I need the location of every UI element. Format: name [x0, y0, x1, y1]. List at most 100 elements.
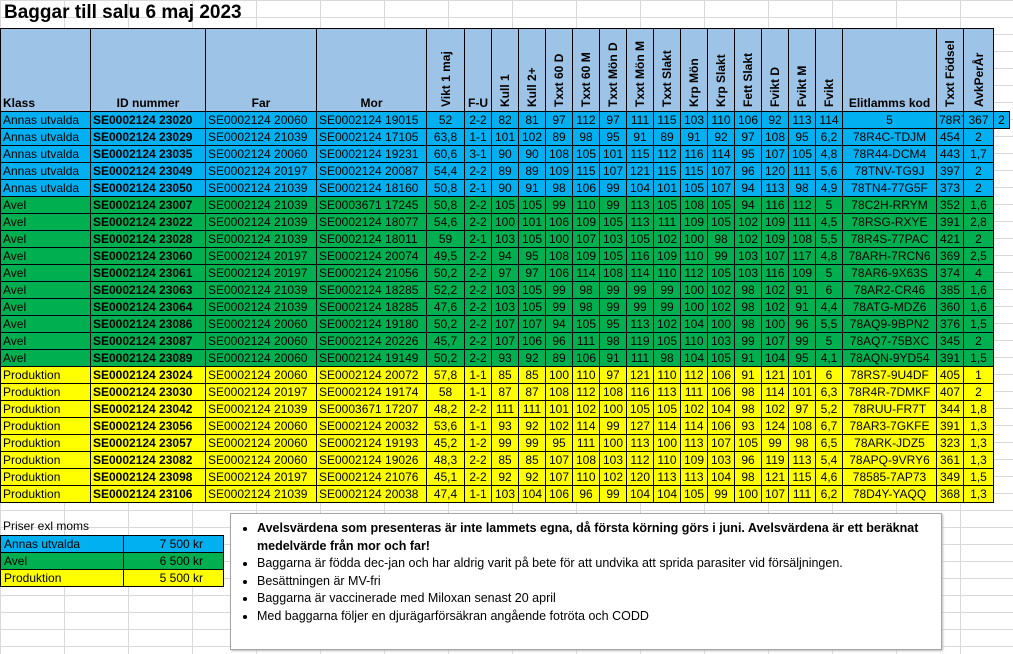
table-cell[interactable]: SE0002124 23042 — [90, 400, 206, 418]
table-cell[interactable]: 107 — [761, 247, 789, 265]
table-cell[interactable]: SE0002124 23029 — [90, 128, 206, 146]
table-cell[interactable]: 78D4Y-YAQQ — [842, 485, 937, 503]
table-cell[interactable]: 85 — [491, 451, 519, 469]
table-cell[interactable]: 367 — [963, 111, 994, 129]
table-cell[interactable]: 98 — [653, 349, 681, 367]
table-cell[interactable]: 97 — [788, 400, 816, 418]
table-cell[interactable]: SE0002124 18077 — [316, 213, 427, 231]
table-cell[interactable]: 113 — [626, 434, 654, 452]
table-cell[interactable]: 2 — [963, 128, 994, 146]
table-cell[interactable]: 106 — [572, 179, 600, 197]
table-cell[interactable]: 113 — [653, 468, 681, 486]
table-cell[interactable]: 2-2 — [464, 264, 492, 282]
table-cell[interactable]: 114 — [653, 417, 681, 435]
table-cell[interactable]: SE0002124 23022 — [90, 213, 206, 231]
table-cell[interactable]: 108 — [761, 128, 789, 146]
table-cell[interactable]: 102 — [761, 281, 789, 299]
table-cell[interactable]: 120 — [626, 468, 654, 486]
table-cell[interactable]: 78AQ9-9BPN2 — [842, 315, 937, 333]
table-cell[interactable]: 93 — [734, 417, 762, 435]
table-cell[interactable]: 98 — [788, 434, 816, 452]
table-cell[interactable]: 6,3 — [815, 383, 843, 401]
table-cell[interactable]: 78R7Y-5JVT — [936, 111, 964, 129]
table-cell[interactable]: 360 — [936, 298, 964, 316]
table-cell[interactable]: 105 — [572, 315, 600, 333]
table-cell[interactable]: 60,6 — [426, 145, 465, 163]
table-cell[interactable]: 101 — [788, 383, 816, 401]
table-cell[interactable]: 4,6 — [815, 468, 843, 486]
table-cell[interactable]: 99 — [707, 247, 735, 265]
table-cell[interactable]: Produktion — [0, 383, 91, 401]
table-cell[interactable]: SE0002124 19149 — [316, 349, 427, 367]
table-cell[interactable]: 98 — [545, 179, 573, 197]
table-cell[interactable]: SE0002124 21039 — [205, 298, 317, 316]
header-fu[interactable]: F-U — [464, 28, 492, 112]
table-cell[interactable]: 405 — [936, 366, 964, 384]
table-cell[interactable]: 57,8 — [426, 366, 465, 384]
table-cell[interactable]: 111 — [788, 162, 816, 180]
table-cell[interactable]: 113 — [761, 179, 789, 197]
table-cell[interactable]: SE0002124 20060 — [205, 145, 317, 163]
table-cell[interactable]: 2-1 — [464, 230, 492, 248]
table-cell[interactable]: 98 — [707, 230, 735, 248]
table-cell[interactable]: 93 — [491, 349, 519, 367]
table-cell[interactable]: 108 — [599, 383, 627, 401]
table-cell[interactable]: 105 — [680, 179, 708, 197]
table-cell[interactable]: 98 — [734, 468, 762, 486]
table-cell[interactable]: 115 — [653, 162, 681, 180]
table-cell[interactable]: 102 — [653, 230, 681, 248]
table-cell[interactable]: SE0002124 23020 — [90, 111, 206, 129]
table-cell[interactable]: 107 — [761, 485, 789, 503]
table-cell[interactable]: 105 — [518, 230, 546, 248]
table-cell[interactable]: 106 — [707, 417, 735, 435]
table-cell[interactable]: 110 — [653, 264, 681, 282]
table-cell[interactable]: 95 — [788, 128, 816, 146]
table-cell[interactable]: 94 — [734, 196, 762, 214]
table-cell[interactable]: 112 — [572, 383, 600, 401]
table-cell[interactable]: 78RSG-RXYE — [842, 213, 937, 231]
table-cell[interactable]: Annas utvalda — [0, 179, 91, 197]
table-cell[interactable]: SE0002124 20038 — [316, 485, 427, 503]
table-cell[interactable]: 96 — [734, 162, 762, 180]
table-cell[interactable]: 109 — [761, 230, 789, 248]
header-vikt[interactable]: Vikt 1 maj — [426, 28, 465, 112]
table-cell[interactable]: 110 — [653, 366, 681, 384]
table-cell[interactable]: 104 — [707, 400, 735, 418]
header-klass[interactable]: Klass — [0, 28, 91, 112]
table-cell[interactable]: 121 — [626, 162, 654, 180]
table-cell[interactable]: SE0002124 19231 — [316, 145, 427, 163]
table-cell[interactable]: 100 — [653, 434, 681, 452]
table-cell[interactable]: 113 — [788, 111, 816, 129]
table-cell[interactable]: 92 — [707, 128, 735, 146]
table-cell[interactable]: 85 — [491, 366, 519, 384]
table-cell[interactable]: 109 — [788, 264, 816, 282]
table-cell[interactable]: 2-2 — [464, 315, 492, 333]
header-kull1[interactable]: Kull 1 — [491, 28, 519, 112]
table-cell[interactable]: 3-1 — [464, 145, 492, 163]
table-cell[interactable]: 106 — [734, 111, 762, 129]
table-cell[interactable]: SE0002124 20060 — [205, 366, 317, 384]
table-cell[interactable]: SE0002124 23061 — [90, 264, 206, 282]
table-cell[interactable]: 78ARK-JDZ5 — [842, 434, 937, 452]
header-fviktm[interactable]: Fvikt M — [788, 28, 816, 112]
table-cell[interactable]: 111 — [518, 400, 546, 418]
table-cell[interactable]: 1,5 — [963, 468, 994, 486]
table-cell[interactable]: SE0002124 19026 — [316, 451, 427, 469]
table-cell[interactable]: SE0002124 20060 — [205, 315, 317, 333]
table-cell[interactable]: 90 — [491, 179, 519, 197]
table-cell[interactable]: 96 — [788, 315, 816, 333]
table-cell[interactable]: 121 — [626, 366, 654, 384]
table-cell[interactable]: 109 — [680, 213, 708, 231]
table-cell[interactable]: 1,6 — [963, 196, 994, 214]
table-cell[interactable]: 87 — [518, 383, 546, 401]
table-cell[interactable]: 105 — [707, 349, 735, 367]
table-cell[interactable]: 113 — [788, 451, 816, 469]
table-cell[interactable]: 2-2 — [464, 332, 492, 350]
table-cell[interactable]: 99 — [545, 196, 573, 214]
table-cell[interactable]: 103 — [491, 281, 519, 299]
table-cell[interactable]: SE0002124 23089 — [90, 349, 206, 367]
table-cell[interactable]: Produktion — [0, 366, 91, 384]
table-cell[interactable]: 95 — [545, 434, 573, 452]
table-cell[interactable]: SE0002124 21076 — [316, 468, 427, 486]
table-cell[interactable]: Avel — [0, 247, 91, 265]
